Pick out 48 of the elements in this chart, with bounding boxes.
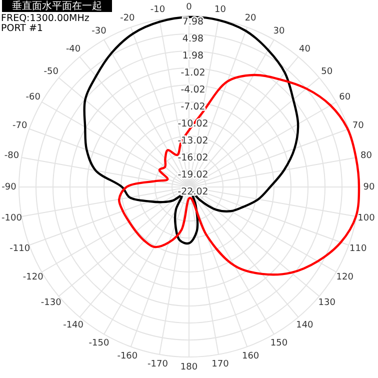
y-tick-label: 7.98	[182, 16, 204, 28]
spoke-label: 80	[360, 151, 372, 162]
y-tick-label: -16.02	[178, 152, 208, 164]
spoke-label: -80	[4, 151, 20, 162]
spoke-label: -70	[12, 120, 28, 131]
y-tick-label: -7.02	[180, 102, 206, 113]
spoke-label: 140	[296, 320, 314, 330]
spoke-label: 70	[352, 120, 364, 131]
spoke-label: 130	[318, 298, 336, 308]
spoke-label: -130	[40, 298, 62, 308]
spoke-label: 90	[363, 182, 375, 192]
spoke-label: -100	[2, 214, 22, 224]
spoke-label: 180	[180, 362, 198, 372]
y-tick-label: -4.02	[180, 84, 206, 96]
spoke-label: 100	[358, 214, 376, 224]
spoke-label: 40	[298, 44, 311, 55]
spoke-label: 20	[244, 13, 257, 24]
spoke-label: -110	[10, 244, 30, 254]
spoke-label: -60	[26, 92, 41, 102]
y-tick-label: -1.02	[180, 68, 206, 79]
y-tick-label: -22.02	[178, 186, 208, 198]
spoke-label: 50	[321, 66, 333, 77]
spoke-label: 60	[339, 92, 351, 102]
y-tick-label: -19.02	[178, 170, 208, 181]
spoke-label: 160	[242, 352, 260, 362]
spoke-label: -140	[63, 320, 84, 330]
spoke-label: -50	[44, 66, 59, 77]
text: FREQ:1300.00MHz	[1, 13, 90, 24]
spoke-label: 120	[336, 272, 354, 282]
spoke-label: -20	[120, 13, 136, 24]
y-tick-label: 4.98	[182, 34, 204, 45]
spoke-label: 110	[350, 244, 368, 254]
spoke-label: -10	[150, 5, 166, 16]
spoke-label: -90	[2, 182, 17, 192]
spoke-label: -150	[88, 338, 110, 348]
spoke-label: 30	[273, 26, 285, 37]
spoke-label: 0	[186, 2, 192, 12]
chart-title: 垂直面水平面在一起	[12, 0, 102, 12]
spoke-label: 10	[214, 5, 226, 16]
spoke-label: -170	[148, 360, 168, 370]
spoke-label: 170	[212, 360, 230, 370]
spoke-label: 150	[270, 338, 288, 348]
spoke-label: -30	[92, 26, 107, 37]
text: PORT #1	[1, 23, 43, 34]
y-tick-label: 1.98	[182, 50, 204, 62]
spoke-label: -160	[117, 352, 138, 362]
spoke-label: -40	[66, 44, 81, 55]
spoke-label: -120	[22, 272, 44, 282]
